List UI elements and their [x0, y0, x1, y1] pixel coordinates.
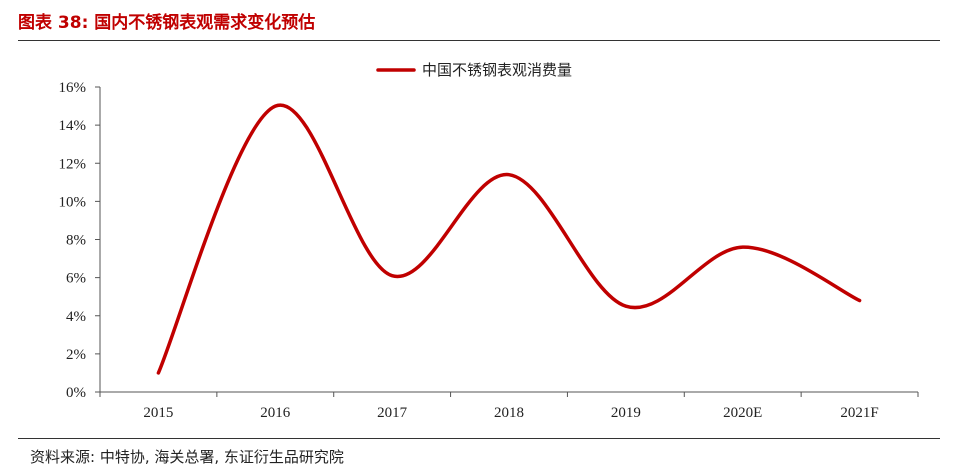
- x-tick-label: 2019: [611, 405, 641, 421]
- y-tick-label: 14%: [59, 118, 87, 134]
- legend-label: 中国不锈钢表观消费量: [422, 61, 572, 79]
- y-tick-label: 0%: [66, 385, 86, 401]
- y-tick-label: 12%: [59, 156, 87, 172]
- y-tick-label: 4%: [66, 309, 86, 325]
- series-line-0: [156, 103, 862, 375]
- x-tick-label: 2018: [494, 405, 524, 421]
- y-tick-label: 2%: [66, 347, 86, 363]
- y-axis: 0% 2% 4% 6% 8% 10% 12% 14% 16%: [59, 80, 101, 401]
- y-tick-label: 6%: [66, 271, 86, 287]
- title-divider: [18, 40, 940, 41]
- x-tick-label: 2021F: [840, 405, 878, 421]
- x-tick-label: 2015: [143, 405, 173, 421]
- x-tick-label: 2017: [377, 405, 408, 421]
- x-axis: 2015 2016 2017 2018 2019 2020E 2021F: [99, 391, 919, 421]
- source-note: 资料来源: 中特协, 海关总署, 东证衍生品研究院: [30, 448, 344, 466]
- source-divider: [18, 438, 940, 439]
- series-layer: [156, 103, 862, 375]
- legend: 中国不锈钢表观消费量: [376, 61, 572, 79]
- x-tick-label: 2020E: [723, 405, 762, 421]
- x-tick-label: 2016: [260, 405, 291, 421]
- y-tick-label: 10%: [59, 194, 87, 210]
- y-tick-label: 8%: [66, 233, 86, 249]
- y-tick-label: 16%: [59, 80, 87, 96]
- figure-title: 图表 38: 国内不锈钢表观需求变化预估: [18, 13, 316, 33]
